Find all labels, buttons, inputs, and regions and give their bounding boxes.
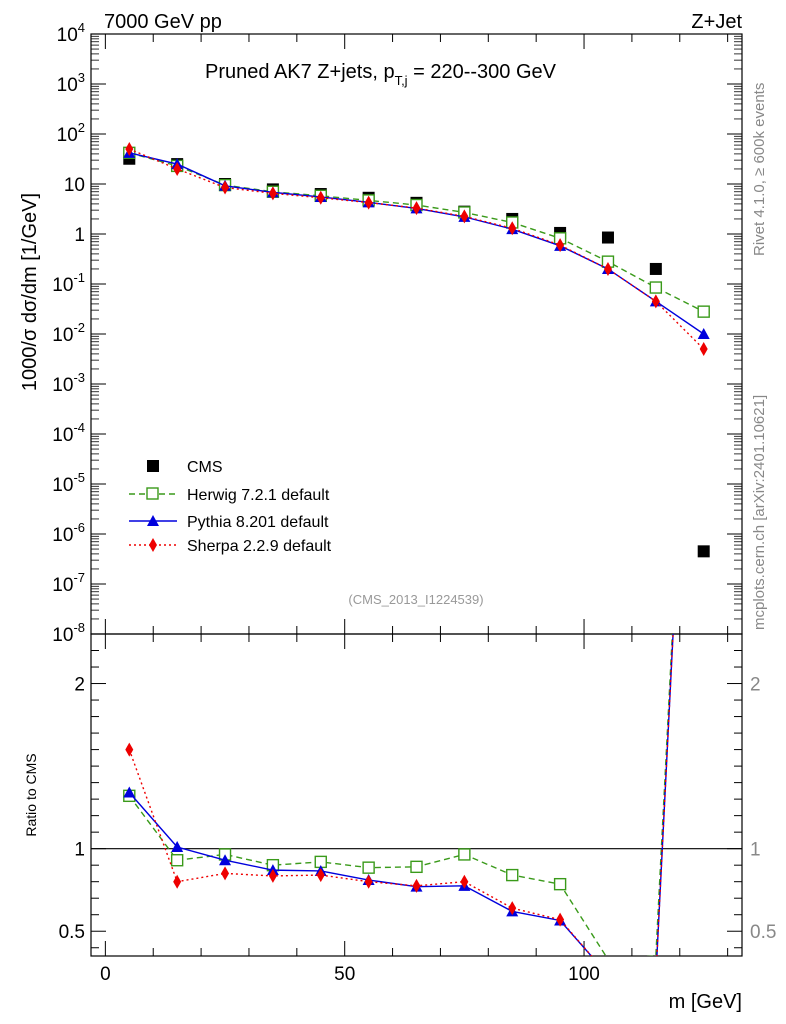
legend: CMS Herwig 7.2.1 default Pythia 8.201 de… [129, 459, 332, 555]
ratio-point-sherpa [412, 878, 421, 893]
title-rest: = 220--300 GeV [408, 61, 557, 83]
ratio-ytick-label: 1 [74, 840, 85, 861]
main-ytick-label: 102 [57, 120, 85, 146]
main-line-pythia [129, 152, 705, 335]
ratio-ytick-label-right: 0.5 [750, 922, 776, 943]
main-title: Pruned AK7 Z+jets, pT,j = 220--300 GeV [205, 61, 557, 88]
main-ytick-label: 10-4 [52, 420, 85, 446]
main-ytick-label: 10-3 [52, 370, 85, 396]
analysis-watermark: (CMS_2013_I1224539) [348, 592, 483, 607]
main-ytick-label: 1 [74, 225, 85, 246]
legend-label-herwig: Herwig 7.2.1 default [187, 487, 330, 504]
ratio-xtick-label: 100 [568, 964, 600, 985]
ratio-ytick-label: 0.5 [59, 922, 85, 943]
ratio-point-sherpa [556, 912, 565, 927]
main-ytick-label: 103 [57, 70, 85, 96]
ratio-ytick-label-right: 2 [750, 675, 761, 696]
ratio-point-herwig [410, 860, 423, 874]
main-point-pythia [697, 328, 710, 339]
header-left: 7000 GeV pp [104, 11, 222, 33]
ratio-point-pythia [171, 841, 184, 853]
main-point-cms [697, 545, 710, 558]
main-ytick-label: 10-7 [52, 570, 85, 596]
ratio-point-herwig [506, 868, 519, 882]
legend-marker-sherpa [149, 538, 157, 552]
ratio-point-sherpa [364, 874, 373, 889]
ratio-point-herwig [458, 848, 471, 861]
main-point-sherpa [125, 142, 134, 157]
legend-marker-cms [147, 460, 159, 472]
main-ytick-label: 104 [57, 20, 85, 46]
main-point-sherpa [651, 294, 660, 309]
ratio-ylabel: Ratio to CMS [23, 753, 39, 836]
ratio-point-sherpa [508, 901, 517, 916]
xlabel: m [GeV] [669, 991, 742, 1013]
header-right: Z+Jet [691, 11, 742, 33]
rivet-label: Rivet 4.1.0, ≥ 600k events [751, 83, 768, 256]
main-point-sherpa [556, 238, 565, 253]
ratio-axes: 0 50 100 0.5 0.5 1 1 2 2 [59, 634, 776, 985]
legend-label-cms: CMS [187, 459, 223, 476]
title-sub: T,j [395, 73, 408, 88]
ratio-ytick-label: 2 [74, 675, 85, 696]
main-point-sherpa [603, 261, 612, 276]
legend-marker-herwig [146, 487, 159, 500]
main-ytick-label: 10 [64, 175, 85, 196]
main-point-sherpa [268, 186, 277, 201]
legend-label-sherpa: Sherpa 2.2.9 default [187, 538, 332, 555]
ratio-point-sherpa [268, 868, 277, 883]
main-point-sherpa [221, 180, 230, 195]
ratio-series-clipped [123, 634, 674, 956]
main-ylabel: 1000/σ dσ/dm [1/GeV] [19, 193, 41, 391]
ratio-point-sherpa [221, 866, 230, 881]
main-ytick-label: 10-6 [52, 520, 85, 546]
ratio-panel-frame [90, 633, 743, 957]
ratio-point-sherpa [173, 874, 182, 889]
legend-label-pythia: Pythia 8.201 default [187, 514, 329, 531]
main-line-herwig [129, 152, 705, 313]
main-point-sherpa [364, 195, 373, 210]
ratio-series [123, 634, 674, 956]
ratio-point-sherpa [316, 868, 325, 883]
main-point-sherpa [508, 221, 517, 236]
legend-marker-pythia [147, 515, 159, 526]
main-point-cms [601, 231, 614, 244]
ratio-point-pythia [123, 786, 136, 798]
mcplots-label: mcplots.cern.ch [arXiv:2401.10621] [751, 395, 768, 630]
title-main: Pruned AK7 Z+jets, p [205, 61, 395, 83]
main-ytick-label: 10-2 [52, 320, 85, 346]
main-point-sherpa [316, 190, 325, 205]
main-point-sherpa [460, 209, 469, 224]
ratio-point-pythia [219, 854, 232, 866]
ratio-point-herwig [170, 854, 184, 867]
main-point-sherpa [173, 161, 182, 176]
ratio-point-herwig [553, 877, 567, 891]
main-point-cms [649, 262, 662, 275]
main-ytick-label: 10-5 [52, 470, 85, 496]
main-line-sherpa [129, 148, 705, 350]
main-point-sherpa [412, 201, 421, 216]
main-point-sherpa [699, 342, 708, 357]
main-point-herwig [649, 281, 663, 294]
main-ytick-label: 10-1 [52, 270, 85, 296]
ratio-xtick-label: 50 [334, 964, 355, 985]
main-ytick-label: 10-8 [52, 620, 85, 646]
ratio-point-sherpa [125, 742, 134, 757]
ratio-point-sherpa [460, 874, 469, 889]
ratio-ytick-label-right: 1 [750, 840, 761, 861]
main-series [123, 142, 710, 558]
ratio-point-herwig [362, 861, 375, 874]
main-axes: 10-8 10-7 10-6 10-5 10-4 10-3 10-2 10-1 1 10 102 10… [52, 20, 742, 646]
main-point-herwig [697, 305, 710, 318]
ratio-xtick-label: 0 [100, 964, 111, 985]
